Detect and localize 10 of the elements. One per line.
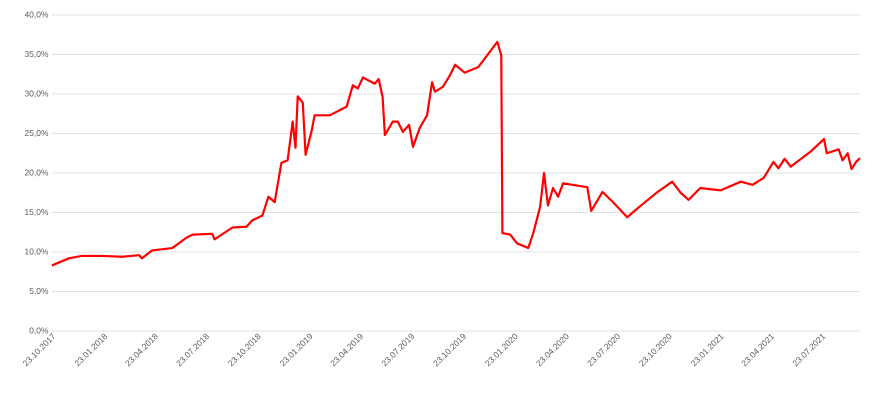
y-tick-label: 20,0% — [24, 170, 48, 176]
y-tick-label: 25,0% — [24, 130, 48, 137]
y-tick-label: 5,0% — [30, 288, 48, 295]
y-tick-label: 15,0% — [25, 209, 48, 216]
y-tick-label: 30,0% — [24, 90, 48, 98]
line-series — [50, 40, 862, 267]
y-tick-label: 40,0% — [24, 12, 48, 18]
y-tick-label: 0,0% — [30, 328, 48, 334]
y-tick-label: 10,0% — [25, 248, 48, 256]
y-tick-label: 35,0% — [24, 51, 48, 58]
